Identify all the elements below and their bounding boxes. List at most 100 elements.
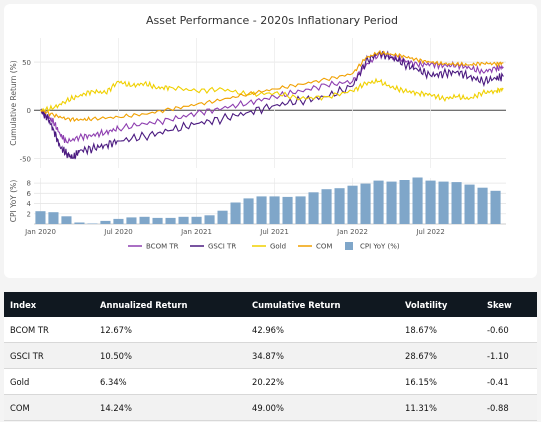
- cpi-bar: [256, 196, 267, 224]
- cpi-bar: [230, 202, 241, 224]
- cell-cumulative-return: 34.87%: [246, 342, 399, 369]
- header-volatility: Volatility: [405, 299, 448, 310]
- cpi-bar: [204, 215, 215, 224]
- cpi-bar: [61, 216, 72, 224]
- y-tick-label: 2: [27, 210, 31, 218]
- x-tick-label: Jul 2020: [103, 228, 133, 236]
- cpi-bar: [373, 180, 384, 224]
- cpi-bar: [100, 220, 111, 224]
- y-tick-label: 0: [27, 107, 31, 115]
- chart-legend[interactable]: BCOM TR GSCI TR Gold COM CPI YoY (%): [128, 242, 400, 251]
- y-tick-label: 6: [27, 190, 32, 198]
- top-y-axis-label: Cumulative Return (%): [9, 60, 18, 146]
- header-cumulative-return: Cumulative Return: [252, 299, 341, 310]
- cpi-bar: [217, 210, 228, 224]
- cpi-bar: [74, 222, 85, 224]
- y-tick-label: 50: [22, 59, 31, 67]
- cell-annualized-return: 12.67%: [94, 317, 246, 343]
- y-tick-label: 8: [27, 180, 31, 188]
- cell-volatility: 18.67%: [399, 317, 481, 343]
- cpi-bar: [360, 183, 371, 224]
- legend-swatch: [345, 242, 353, 250]
- legend-label: COM: [316, 243, 332, 251]
- bottom-y-axis-label: CPI YoY (%): [9, 180, 18, 223]
- cell-volatility: 11.31%: [399, 394, 481, 421]
- cell-index: COM: [4, 394, 94, 421]
- chart-card: Asset Performance - 2020s Inflationary P…: [4, 4, 537, 278]
- cell-index: GSCI TR: [4, 342, 94, 369]
- series-line-gold: [40, 77, 504, 113]
- cpi-bar: [152, 217, 163, 224]
- x-tick-label: Jul 2022: [415, 228, 445, 236]
- legend-item-gold[interactable]: Gold: [252, 243, 286, 251]
- cpi-bars: [35, 177, 501, 224]
- cpi-bar: [165, 217, 176, 224]
- legend-label: Gold: [270, 243, 286, 251]
- cpi-bar: [347, 185, 358, 224]
- chart-title: Asset Performance - 2020s Inflationary P…: [146, 14, 398, 27]
- table-row: Gold 6.34% 20.22% 16.15% -0.41: [4, 368, 537, 395]
- y-tick-label: 4: [27, 200, 32, 208]
- cell-cumulative-return: 42.96%: [246, 317, 399, 343]
- top-panel-lines: [40, 49, 504, 160]
- table-header-row: Index Annualized Return Cumulative Retur…: [4, 292, 537, 317]
- header-index: Index: [10, 299, 37, 310]
- cpi-bar: [139, 216, 150, 224]
- table-row: COM 14.24% 49.00% 11.31% -0.88: [4, 394, 537, 421]
- cell-skew: -1.10: [481, 342, 537, 369]
- header-annualized-return: Annualized Return: [100, 299, 188, 310]
- cpi-bar: [425, 180, 436, 224]
- performance-chart[interactable]: Asset Performance - 2020s Inflationary P…: [4, 4, 537, 278]
- cpi-bar: [178, 216, 189, 224]
- cell-volatility: 16.15%: [399, 368, 481, 395]
- cpi-bar: [243, 198, 254, 224]
- bottom-panel-axis: Jan 2020 Jul 2020 Jan 2021 Jul 2021 Jan 2022…: [9, 180, 445, 236]
- cpi-bar: [477, 187, 488, 224]
- header-skew: Skew: [487, 299, 512, 310]
- cpi-bar: [386, 181, 397, 224]
- legend-item-bcom-tr[interactable]: BCOM TR: [128, 243, 179, 251]
- legend-label: CPI YoY (%): [360, 243, 400, 251]
- cell-skew: -0.60: [481, 317, 537, 343]
- series-line-com: [40, 49, 504, 123]
- cell-skew: -0.41: [481, 368, 537, 395]
- cell-annualized-return: 14.24%: [94, 394, 246, 421]
- x-tick-label: Jan 2021: [180, 228, 212, 236]
- cpi-bar: [191, 216, 202, 224]
- stats-table: Index Annualized Return Cumulative Retur…: [4, 292, 537, 421]
- legend-label: BCOM TR: [146, 243, 179, 251]
- x-tick-label: Jan 2022: [336, 228, 368, 236]
- y-tick-label: -50: [20, 155, 31, 163]
- cpi-bar: [295, 196, 306, 224]
- cpi-bar: [334, 188, 345, 224]
- legend-item-com[interactable]: COM: [298, 243, 332, 251]
- cpi-bar: [451, 182, 462, 224]
- cpi-bar: [438, 181, 449, 224]
- x-tick-label: Jan 2020: [24, 228, 56, 236]
- cpi-bar: [490, 190, 501, 224]
- cell-skew: -0.88: [481, 394, 537, 421]
- cell-index: Gold: [4, 368, 94, 395]
- series-line-bcom-tr: [40, 51, 504, 144]
- cell-volatility: 28.67%: [399, 342, 481, 369]
- top-panel-grid: [34, 38, 506, 168]
- cell-annualized-return: 10.50%: [94, 342, 246, 369]
- legend-item-gsci-tr[interactable]: GSCI TR: [190, 243, 236, 251]
- cpi-bar: [113, 218, 124, 224]
- cpi-bar: [87, 223, 98, 224]
- x-tick-label: Jul 2021: [259, 228, 289, 236]
- cpi-bar: [48, 212, 59, 224]
- cpi-bar: [35, 211, 46, 224]
- cpi-bar: [464, 184, 475, 224]
- cpi-bar: [321, 189, 332, 224]
- legend-item-cpi-yoy[interactable]: CPI YoY (%): [345, 242, 400, 251]
- table-row: GSCI TR 10.50% 34.87% 28.67% -1.10: [4, 342, 537, 369]
- legend-label: GSCI TR: [208, 243, 236, 251]
- cell-cumulative-return: 49.00%: [246, 394, 399, 421]
- series-line-gsci-tr: [40, 50, 504, 160]
- stats-table-card: Index Annualized Return Cumulative Retur…: [4, 292, 537, 421]
- table-row: BCOM TR 12.67% 42.96% 18.67% -0.60: [4, 317, 537, 343]
- cpi-bar: [282, 196, 293, 224]
- cell-index: BCOM TR: [4, 317, 94, 343]
- cpi-bar: [399, 180, 410, 224]
